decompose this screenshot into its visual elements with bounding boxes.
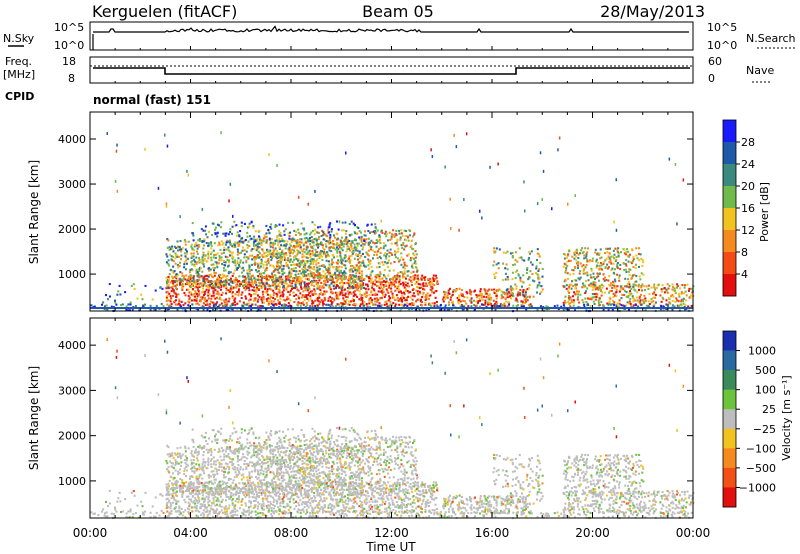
frequency-trace — [93, 67, 690, 75]
y-tick-label: 2000 — [58, 430, 86, 443]
nsky-trace — [93, 25, 689, 33]
nsky-panel: N.Sky 10^5 10^0 10^5 10^0 N.Search — [3, 21, 796, 52]
colorbar-tick-label: 28 — [741, 136, 755, 149]
colorbar-swatch — [723, 252, 736, 275]
velocity-y-label: Slant Range [km] — [27, 366, 41, 470]
power-colorbar-label: Power [dB] — [758, 182, 771, 242]
freq-unit: [MHz] — [3, 68, 35, 81]
colorbar-swatch — [723, 208, 736, 231]
colorbar-swatch — [723, 164, 736, 187]
x-tick-label: 04:00 — [173, 526, 208, 540]
colorbar-swatch — [723, 428, 736, 449]
nsearch-tick-top: 10^5 — [707, 21, 737, 34]
nsearch-label: N.Search — [746, 32, 796, 45]
colorbar-tick-label: 1000 — [748, 345, 776, 358]
freq-tick-top: 18 — [62, 55, 76, 68]
y-tick-label: 4000 — [58, 133, 86, 146]
colorbar-swatch — [723, 331, 736, 351]
nsky-tick-bottom: 10^0 — [54, 39, 84, 52]
nsky-tick-top: 10^5 — [54, 21, 84, 34]
colorbar-tick-label: 12 — [741, 224, 755, 237]
colorbar-swatch — [723, 389, 736, 410]
colorbar-swatch — [723, 448, 736, 469]
velocity-y-axis: 1000 2000 3000 4000 — [58, 339, 693, 488]
velocity-data-layer — [90, 337, 695, 520]
colorbar-swatch — [723, 350, 736, 371]
power-y-axis: 1000 2000 3000 4000 — [58, 133, 693, 281]
x-tick-label: 00:00 — [676, 526, 711, 540]
y-tick-label: 3000 — [58, 178, 86, 191]
colorbar-tick-label: 8 — [741, 246, 748, 259]
beam-title: Beam 05 — [362, 2, 434, 21]
colorbar-swatch — [723, 487, 736, 508]
freq-label: Freq. — [5, 55, 32, 68]
x-tick-label: 08:00 — [274, 526, 309, 540]
colorbar-tick-label: 500 — [755, 364, 776, 377]
y-tick-label: 2000 — [58, 223, 86, 236]
colorbar-swatch — [723, 370, 736, 390]
colorbar-tick-label: 24 — [741, 158, 755, 171]
power-colorbar: 4 8 12 16 20 24 28 — [722, 119, 755, 297]
station-title: Kerguelen (fitACF) — [92, 2, 237, 21]
colorbar-tick-label: 20 — [741, 180, 755, 193]
colorbar-swatch — [723, 230, 736, 253]
y-tick-label: 1000 — [58, 475, 86, 488]
colorbar-tick-label: −500 — [746, 462, 776, 475]
y-tick-label: 4000 — [58, 339, 86, 352]
power-y-label: Slant Range [km] — [27, 160, 41, 264]
power-panel: 1000 2000 3000 4000 Slant Range [km] 4 8 12 16… — [27, 46, 771, 313]
x-tick-label: 20:00 — [575, 526, 610, 540]
cpid-label: CPID — [5, 90, 34, 103]
colorbar-swatch — [723, 142, 736, 165]
colorbar-swatch — [723, 186, 736, 209]
colorbar-tick-label: −25 — [753, 423, 776, 436]
velocity-colorbar-label: Velocity [m s⁻¹] — [780, 375, 793, 460]
y-tick-label: 3000 — [58, 384, 86, 397]
x-axis-label: Time UT — [365, 540, 416, 554]
velocity-x-ticks — [89, 79, 694, 518]
velocity-colorbar: 1000 500 100 25 −25 −100 −500 −1000 — [722, 330, 776, 508]
colorbar-swatch — [723, 467, 736, 488]
nsky-label: N.Sky — [3, 32, 35, 45]
nave-label: Nave — [746, 64, 774, 77]
colorbar-swatch — [723, 409, 736, 430]
freq-tick-bottom: 8 — [68, 72, 75, 85]
date-title: 28/May/2013 — [600, 2, 705, 21]
colorbar-swatch — [723, 120, 736, 143]
colorbar-tick-label: −1000 — [739, 481, 776, 494]
colorbar-swatch — [723, 274, 736, 297]
nave-tick-top: 60 — [708, 55, 722, 68]
time-axis: 00:00 04:00 08:00 12:00 16:00 20:00 00:00 — [73, 526, 711, 540]
y-tick-label: 1000 — [58, 268, 86, 281]
x-tick-label: 12:00 — [374, 526, 409, 540]
colorbar-tick-label: 100 — [755, 384, 776, 397]
x-tick-label: 16:00 — [475, 526, 510, 540]
freq-panel: Freq. [MHz] 18 8 60 0 Nave CPID normal (… — [3, 55, 774, 107]
colorbar-tick-label: −100 — [746, 442, 776, 455]
colorbar-tick-label: 25 — [762, 403, 776, 416]
velocity-panel: 1000 2000 3000 4000 Slant Range [km] 1000 50… — [27, 79, 793, 520]
power-data-layer — [90, 131, 695, 313]
nsearch-tick-bottom: 10^0 — [707, 39, 737, 52]
program-name: normal (fast) 151 — [93, 93, 211, 107]
x-tick-label: 00:00 — [73, 526, 108, 540]
power-x-ticks — [89, 46, 694, 311]
nave-tick-bottom: 0 — [708, 72, 715, 85]
colorbar-tick-label: 16 — [741, 202, 755, 215]
colorbar-tick-label: 4 — [741, 268, 748, 281]
